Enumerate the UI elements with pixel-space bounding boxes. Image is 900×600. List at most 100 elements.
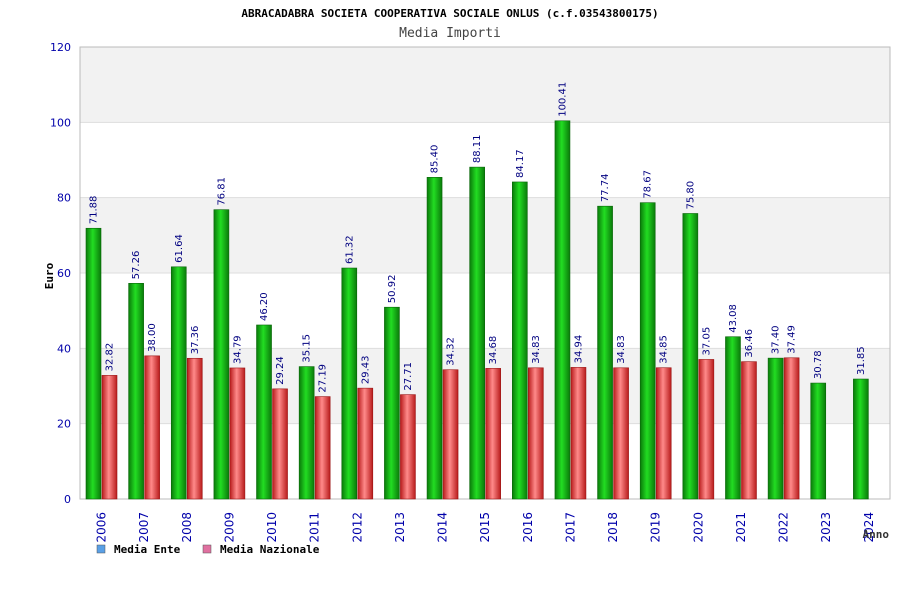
bar-media-nazionale-2010 bbox=[272, 388, 288, 500]
legend-label-media-nazionale: Media Nazionale bbox=[220, 543, 320, 556]
value-label: 37.40 bbox=[771, 325, 782, 354]
x-tick-label: 2015 bbox=[478, 512, 492, 543]
value-label: 61.64 bbox=[174, 234, 185, 263]
x-tick-label: 2019 bbox=[649, 512, 663, 543]
x-tick-label: 2011 bbox=[308, 512, 322, 543]
bar-media-ente-2011 bbox=[298, 366, 315, 500]
x-tick-label: 2022 bbox=[777, 512, 791, 543]
value-label: 88.11 bbox=[472, 134, 483, 163]
value-label: 27.19 bbox=[318, 364, 329, 393]
x-tick-label: 2007 bbox=[137, 512, 151, 543]
bar-media-nazionale-2019 bbox=[655, 367, 672, 500]
legend-label-media-ente: Media Ente bbox=[114, 543, 181, 556]
grid-band bbox=[80, 47, 890, 123]
chart-subtitle: Media Importi bbox=[399, 26, 501, 41]
bar-media-ente-2018 bbox=[597, 205, 613, 500]
bar-media-ente-2006 bbox=[85, 227, 102, 500]
bar-media-nazionale-2020 bbox=[698, 359, 715, 500]
bar-media-nazionale-2018 bbox=[613, 367, 629, 500]
x-tick-label: 2013 bbox=[393, 512, 407, 543]
value-label: 31.85 bbox=[856, 346, 867, 375]
bars bbox=[85, 120, 869, 500]
bar-media-nazionale-2009 bbox=[229, 367, 246, 500]
value-label: 37.49 bbox=[787, 325, 798, 354]
value-label: 77.74 bbox=[600, 174, 611, 203]
value-label: 38.00 bbox=[147, 323, 158, 352]
y-axis-ticks: 0 20 40 60 80 100 120 bbox=[50, 41, 71, 506]
bar-media-ente-2012 bbox=[341, 267, 358, 500]
value-label: 29.24 bbox=[275, 356, 286, 385]
value-label: 46.20 bbox=[259, 292, 270, 321]
value-label: 75.80 bbox=[685, 181, 696, 210]
value-label: 35.15 bbox=[302, 334, 313, 363]
value-label: 61.32 bbox=[344, 235, 355, 264]
value-label: 34.79 bbox=[232, 335, 243, 364]
bar-media-nazionale-2022 bbox=[783, 357, 800, 500]
x-tick-label: 2009 bbox=[222, 512, 236, 543]
value-label: 29.43 bbox=[360, 356, 371, 385]
value-label: 34.83 bbox=[531, 335, 542, 364]
x-tick-label: 2017 bbox=[563, 512, 577, 543]
x-tick-label: 2008 bbox=[180, 512, 194, 543]
bar-media-ente-2021 bbox=[725, 336, 741, 500]
value-label: 85.40 bbox=[430, 145, 441, 174]
bar-media-ente-2022 bbox=[767, 357, 784, 500]
y-tick-label: 0 bbox=[64, 493, 71, 506]
bar-media-ente-2023 bbox=[810, 382, 827, 500]
x-tick-label: 2021 bbox=[734, 512, 748, 543]
bar-media-nazionale-2021 bbox=[741, 361, 757, 500]
bar-media-nazionale-2007 bbox=[144, 355, 160, 500]
bar-media-nazionale-2015 bbox=[485, 368, 501, 500]
value-label: 37.05 bbox=[701, 327, 712, 356]
legend-swatch-media-ente bbox=[96, 544, 106, 554]
value-label: 78.67 bbox=[643, 170, 654, 199]
x-axis-ticks: 2006 2007 2008 2009 2010 2011 2012 2013 2014 2015… bbox=[95, 512, 876, 543]
value-label: 30.78 bbox=[813, 350, 824, 379]
x-tick-label: 2023 bbox=[819, 512, 833, 543]
bar-media-ente-2009 bbox=[213, 209, 230, 500]
bar-media-nazionale-2008 bbox=[186, 357, 203, 500]
value-label: 50.92 bbox=[387, 275, 398, 304]
value-label: 34.83 bbox=[616, 335, 627, 364]
value-label: 71.88 bbox=[89, 196, 100, 225]
x-axis-label: Anno bbox=[863, 528, 890, 541]
bar-media-nazionale-2016 bbox=[528, 367, 544, 500]
value-label: 34.32 bbox=[446, 337, 457, 366]
legend-swatch-media-nazionale bbox=[202, 544, 212, 554]
value-label: 76.81 bbox=[216, 177, 227, 206]
bar-media-nazionale-2017 bbox=[570, 367, 587, 500]
plot-area-border bbox=[79, 46, 891, 500]
x-tick-label: 2018 bbox=[606, 512, 620, 543]
x-tick-label: 2014 bbox=[436, 512, 450, 543]
y-tick-label: 100 bbox=[50, 116, 71, 129]
bar-media-nazionale-2006 bbox=[101, 375, 118, 500]
value-label: 37.36 bbox=[190, 326, 201, 355]
bar-media-ente-2016 bbox=[512, 181, 528, 500]
value-label: 84.17 bbox=[515, 149, 526, 178]
value-label: 43.08 bbox=[728, 304, 739, 333]
y-tick-label: 60 bbox=[57, 267, 71, 280]
x-tick-label: 2024 bbox=[862, 512, 876, 543]
y-tick-label: 80 bbox=[57, 192, 71, 205]
y-tick-label: 40 bbox=[57, 342, 71, 355]
bar-media-ente-2019 bbox=[639, 202, 656, 500]
bar-media-nazionale-2012 bbox=[357, 387, 374, 500]
bar-media-ente-2024 bbox=[853, 378, 869, 500]
value-label: 27.71 bbox=[403, 362, 414, 391]
value-label: 32.82 bbox=[105, 343, 116, 372]
chart-title: ABRACADABRA SOCIETA COOPERATIVA SOCIALE … bbox=[241, 7, 658, 20]
bar-media-ente-2014 bbox=[426, 177, 443, 500]
bar-media-nazionale-2013 bbox=[400, 394, 416, 500]
value-label: 100.41 bbox=[557, 82, 568, 117]
y-axis-label: Euro bbox=[43, 262, 56, 289]
grid-band bbox=[80, 197, 890, 273]
y-tick-label: 120 bbox=[50, 41, 71, 54]
x-tick-label: 2006 bbox=[95, 512, 109, 543]
bar-media-ente-2020 bbox=[682, 213, 699, 500]
bar-media-ente-2008 bbox=[170, 266, 187, 500]
bar-media-ente-2010 bbox=[256, 324, 272, 500]
value-labels: 71.88 32.82 57.26 38.00 61.64 37.36 76.81 34.79… bbox=[89, 82, 867, 393]
value-label: 34.85 bbox=[659, 335, 670, 364]
bar-media-ente-2013 bbox=[384, 306, 400, 500]
